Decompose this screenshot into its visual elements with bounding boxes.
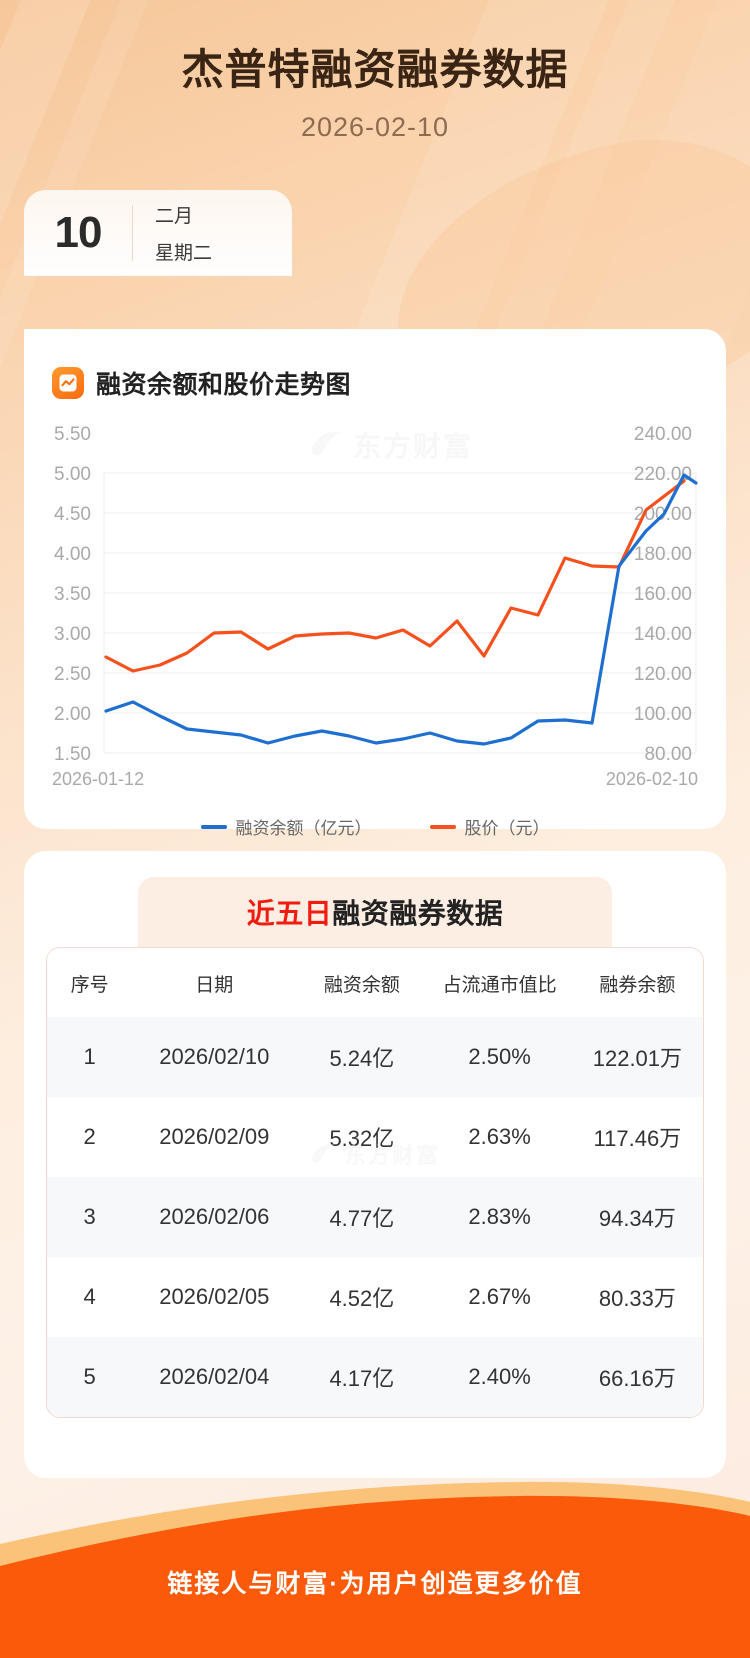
column-header-margin-balance: 融资余额 [296,948,428,1018]
cell-short-balance: 117.46万 [593,1126,682,1152]
chart-card: 融资余额和股价走势图 东方财富 [24,329,726,838]
legend-label: 融资余额（亿元） [235,819,372,839]
cell-index: 2 [83,1124,96,1150]
svg-text:3.50: 3.50 [54,584,91,605]
page-title: 杰普特融资融券数据 [181,46,569,93]
header: 杰普特融资融券数据 2026-02-10 [0,0,750,143]
cell-short-balance: 80.33万 [598,1286,676,1312]
legend-label: 股价（元） [464,819,550,839]
svg-text:180.00: 180.00 [634,544,692,565]
cell-index: 4 [83,1284,96,1310]
cell-index: 5 [47,1337,133,1418]
column-header-short-balance: 融券余额 [571,948,703,1018]
legend-swatch-orange [429,824,456,829]
cell-float-ratio: 2.40% [427,1337,572,1418]
cell-float-ratio: 2.50% [427,1017,572,1098]
svg-text:5.50: 5.50 [54,424,91,445]
footer-wave [0,1481,750,1658]
cell-short-balance: 122.01万 [571,1017,703,1098]
date-month: 二月 [155,206,194,227]
cell-margin-balance: 4.77亿 [296,1177,428,1258]
svg-text:120.00: 120.00 [634,664,692,685]
cell-margin-balance: 4.17亿 [296,1337,428,1418]
svg-text:3.00: 3.00 [54,624,91,645]
cell-float-ratio: 2.63% [468,1124,531,1150]
cell-index: 1 [47,1017,133,1098]
legend-swatch-blue [200,824,227,829]
date-day: 10 [54,208,103,257]
cell-date: 2026/02/06 [132,1177,297,1258]
svg-text:4.50: 4.50 [54,504,91,525]
table-banner: 近五日融资融券数据 [138,877,612,948]
cell-margin-balance: 4.52亿 [329,1286,395,1312]
date-tab: 10 二月 星期二 [24,190,292,276]
svg-text:160.00: 160.00 [634,584,692,605]
cell-date: 2026/02/04 [132,1337,297,1418]
cell-date: 2026/02/10 [132,1017,297,1098]
cell-float-ratio: 2.67% [468,1284,531,1310]
svg-text:5.00: 5.00 [54,464,91,485]
svg-text:140.00: 140.00 [634,624,692,645]
chart-section-title: 融资余额和股价走势图 [24,357,726,401]
svg-text:100.00: 100.00 [634,704,692,725]
column-header-index: 序号 [47,948,133,1018]
chart-title: 融资余额和股价走势图 [96,371,352,400]
chart-x-axis: 2026-01-12 2026-02-10 [24,763,726,790]
cell-short-balance: 66.16万 [571,1337,703,1418]
chart-area: 东方财富 [24,423,726,838]
svg-text:240.00: 240.00 [634,424,692,445]
x-axis-end: 2026-02-10 [605,769,698,790]
cell-float-ratio: 2.83% [427,1177,572,1258]
footer: 链接人与财富·为用户创造更多价值 [0,1448,750,1658]
column-header-date: 日期 [132,948,297,1018]
cell-date: 2026/02/09 [159,1124,270,1150]
svg-text:2.50: 2.50 [54,664,91,685]
chart-legend: 融资余额（亿元） 股价（元） [24,814,726,839]
column-header-float-ratio: 占流通市值比 [427,948,572,1018]
legend-item-margin-balance[interactable]: 融资余额（亿元） [200,814,372,839]
svg-text:220.00: 220.00 [634,464,692,485]
cell-short-balance: 94.34万 [571,1177,703,1258]
table-row: 3 2026/02/06 4.77亿 2.83% 94.34万 [47,1177,703,1258]
trend-chart-icon [52,367,84,400]
date-divider [132,205,133,261]
table-row: 2 2026/02/09 5.32亿 2.63% 117.46万 [47,1097,703,1177]
table-banner-highlight: 近五日 [246,898,333,930]
table-row: 5 2026/02/04 4.17亿 2.40% 66.16万 [47,1337,703,1418]
cell-margin-balance: 5.32亿 [329,1126,395,1152]
chart-svg: 5.50 5.00 4.50 4.00 3.50 3.00 2.50 2.00 … [54,424,698,763]
table-card: 近五日融资融券数据 东方财富 序号 日期 融资余额 占流通市值比 融 [24,851,726,1479]
table-banner-rest: 融资融券数据 [332,898,504,930]
footer-caption: 链接人与财富·为用户创造更多价值 [167,1570,583,1598]
table-banner-title: 近五日融资融券数据 [247,892,504,932]
date-weekday: 星期二 [155,243,213,264]
cell-index: 3 [47,1177,133,1258]
table-row: 4 2026/02/05 4.52亿 2.67% 80.33万 [47,1257,703,1337]
cell-margin-balance: 5.24亿 [296,1017,428,1098]
x-axis-start: 2026-01-12 [52,769,145,790]
svg-text:80.00: 80.00 [644,744,692,763]
legend-item-stock-price[interactable]: 股价（元） [429,814,550,839]
svg-text:1.50: 1.50 [54,744,91,763]
svg-text:2.00: 2.00 [54,704,91,725]
table-header-row: 序号 日期 融资余额 占流通市值比 融券余额 [47,948,703,1018]
svg-text:4.00: 4.00 [54,544,91,565]
table-container: 东方财富 序号 日期 融资余额 占流通市值比 融券余额 1 20 [46,947,704,1419]
margin-data-table: 序号 日期 融资余额 占流通市值比 融券余额 1 2026/02/10 5.24… [47,948,703,1418]
page-subtitle: 2026-02-10 [300,112,450,143]
cell-date: 2026/02/05 [159,1284,270,1310]
table-row: 1 2026/02/10 5.24亿 2.50% 122.01万 [47,1017,703,1098]
